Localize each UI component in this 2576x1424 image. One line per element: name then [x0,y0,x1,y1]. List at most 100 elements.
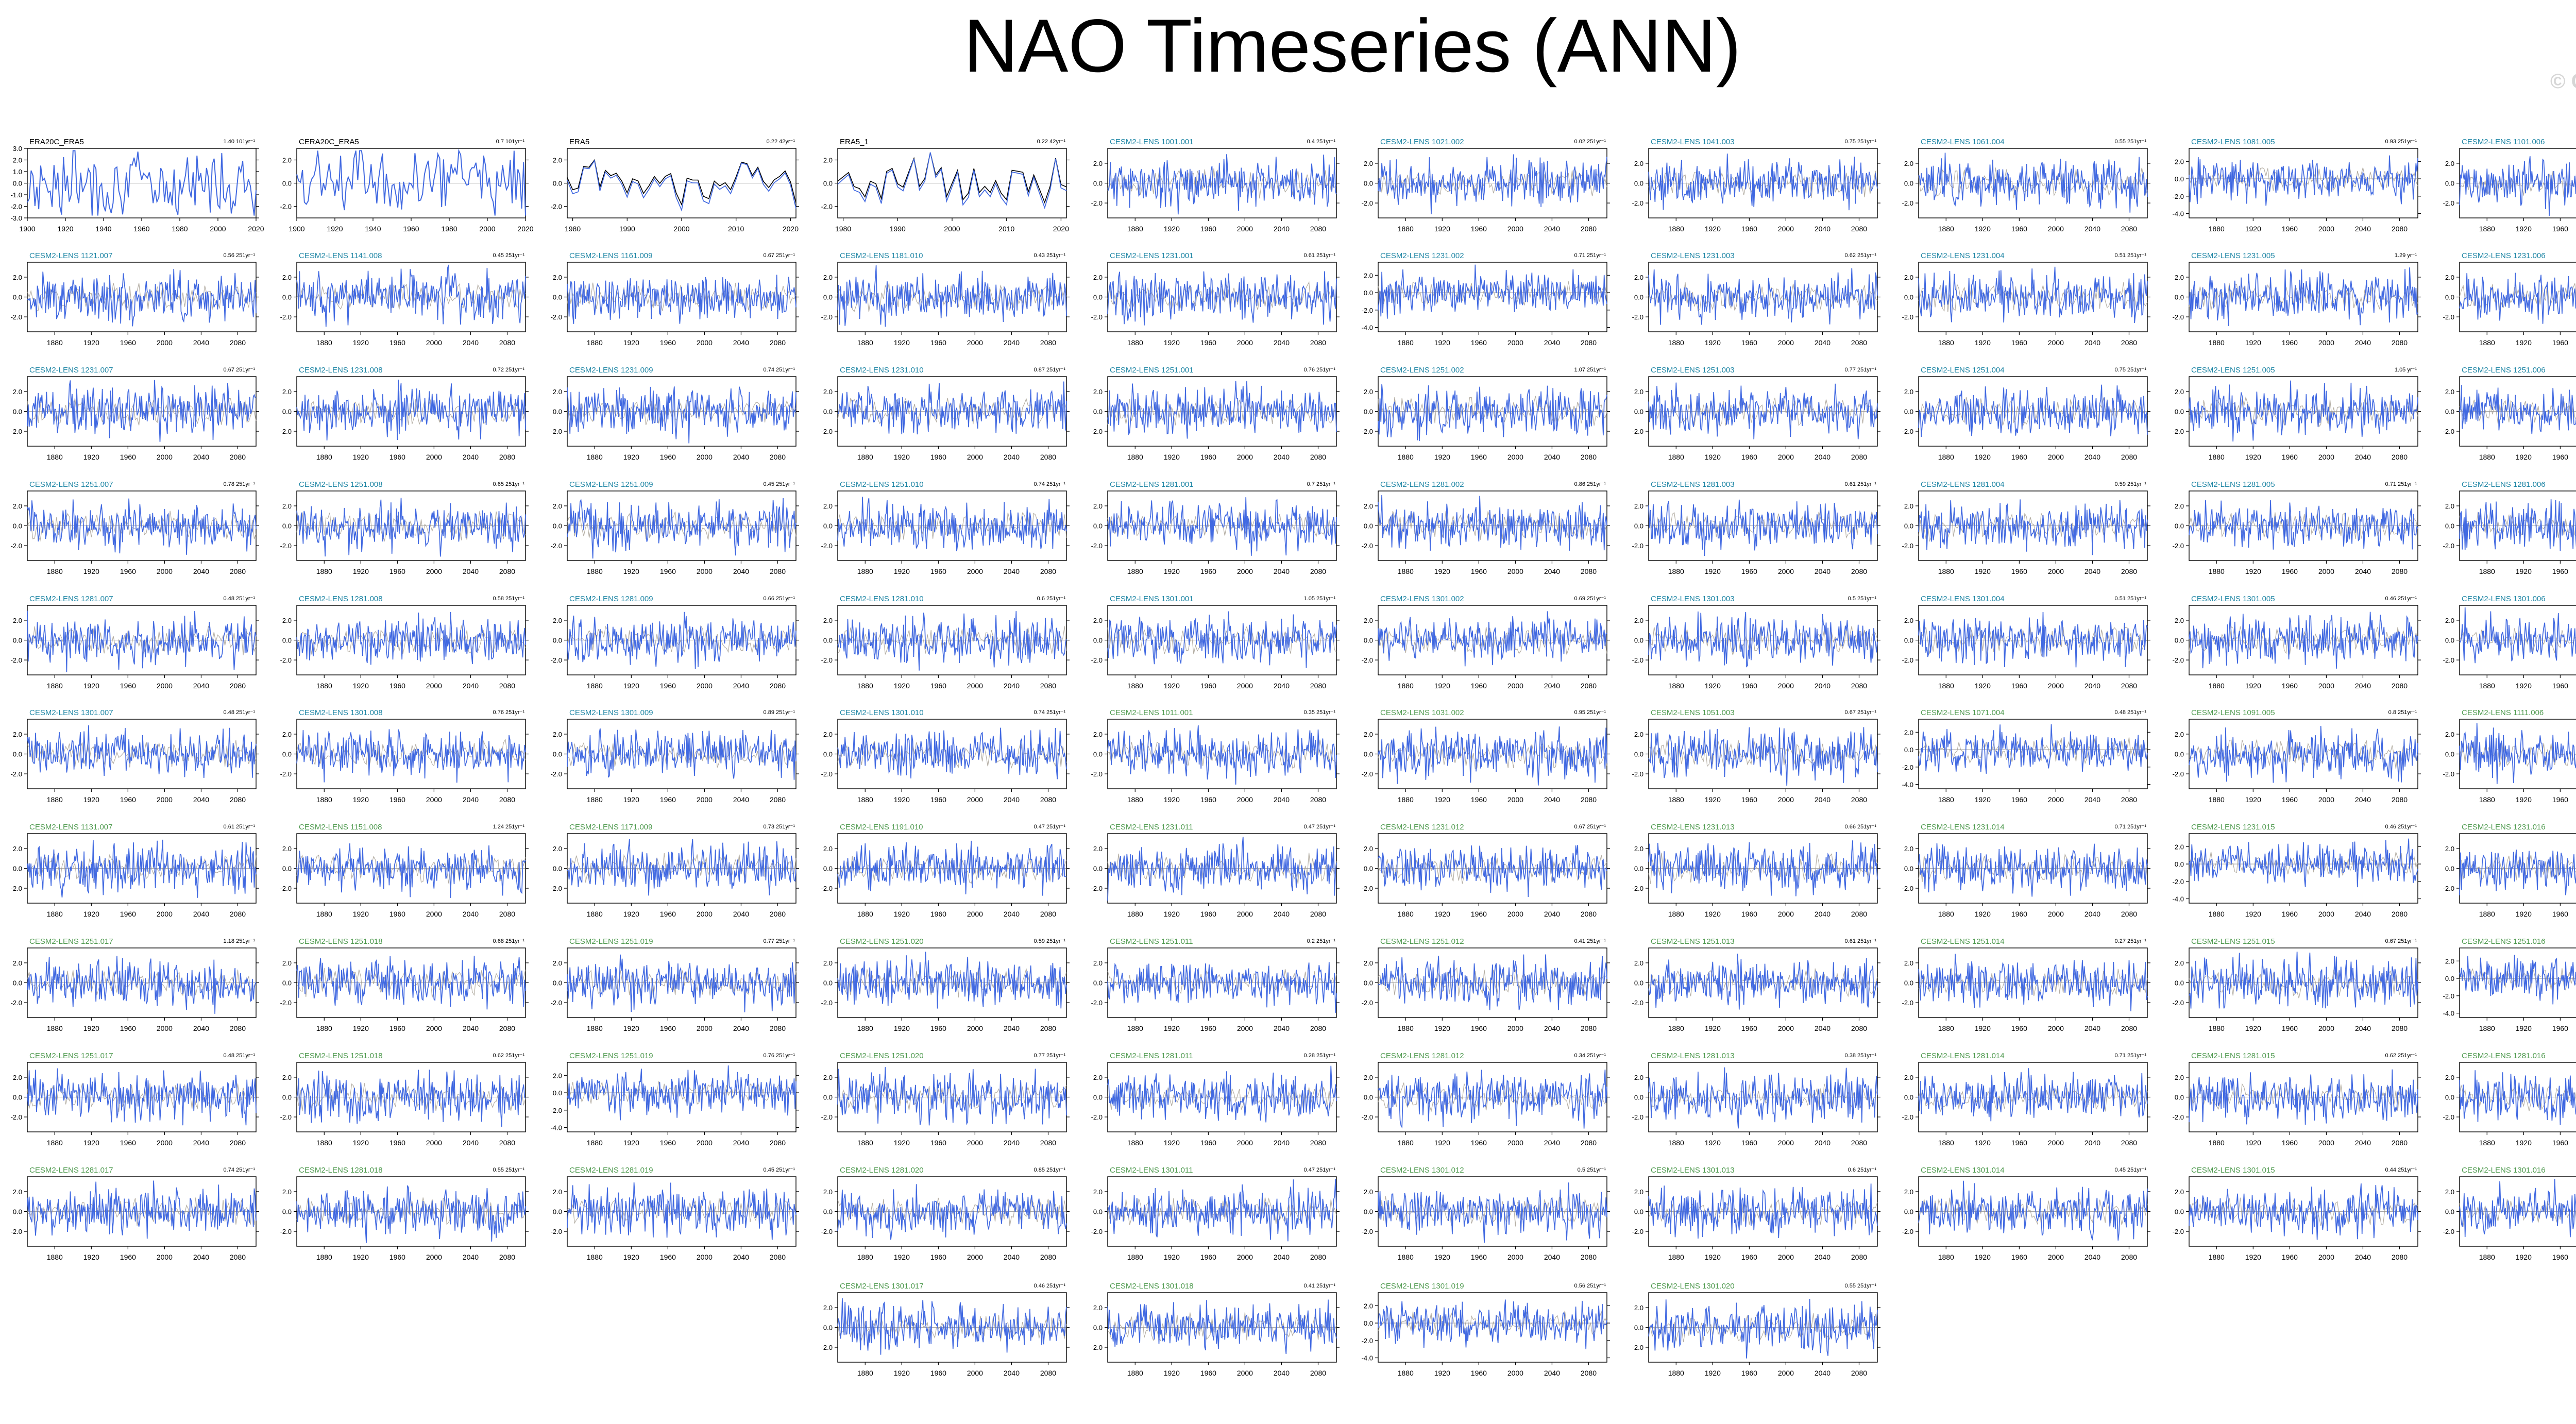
x-tick-label: 1880 [587,1139,603,1147]
x-tick-label: 1880 [1127,682,1143,690]
x-tick-label: 1960 [930,795,946,804]
y-tick-label: 2.0 [1634,1304,1643,1312]
x-tick-label: 2040 [2084,1024,2100,1032]
panel-label: CESM2-LENS 1281.013 [1651,1052,1735,1060]
x-tick-label: 1960 [2552,567,2568,575]
grey-companion-series [296,738,526,767]
y-tick-label: 0.0 [1093,180,1103,188]
y-tick-label: -4.0 [2173,210,2184,218]
x-tick-label: 2000 [673,225,689,233]
y-tick-label: -2.0 [1091,199,1103,207]
x-tick-label: 1960 [660,682,676,690]
nao-panel: CESM2-LENS 1281.005 0.71 251yr⁻¹ 1880 1920 1… [2173,480,2421,575]
x-tick-label: 1880 [1127,225,1143,233]
panel-label: CESM2-LENS 1281.016 [2462,1052,2546,1060]
panel-label: CESM2-LENS 1281.007 [29,595,113,603]
y-tick-label: 0.0 [13,408,22,416]
x-tick-label: 1920 [1705,1369,1721,1377]
x-tick-label: 1880 [1127,910,1143,918]
nao-panel: CESM2-LENS 1301.005 0.46 251yr⁻¹ 1880 1920 1… [2173,595,2421,690]
x-tick-label: 1880 [587,1253,603,1261]
panel-trend-label: 0.66 251yr⁻¹ [1845,824,1877,830]
panel-trend-label: 0.45 251yr⁻¹ [764,481,795,487]
x-tick-label: 2080 [2392,225,2408,233]
y-tick-label: -2.0 [1362,885,1373,892]
grey-companion-series [1918,512,2148,543]
panel-label: CESM2-LENS 1251.015 [2191,937,2275,946]
y-tick-label: -2.0 [1632,542,1643,550]
nao-series-line [1648,499,1878,556]
nao-panel: CESM2-LENS 1251.017 1.18 251yr⁻¹ 1880 1920 1… [11,937,259,1032]
nao-panel: CESM2-LENS 1251.012 0.41 251yr⁻¹ 1880 1920 1… [1362,937,1610,1032]
y-tick-label: -2.0 [1362,428,1373,435]
nao-series-line [296,498,526,557]
panel-label: CESM2-LENS 1011.001 [1110,708,1193,717]
nao-series-line [2189,838,2418,888]
y-tick-label: -4.0 [2173,895,2184,903]
nao-panel: CESM2-LENS 1251.004 0.75 251yr⁻¹ 1880 1920 1… [1902,366,2150,461]
x-tick-label: 2080 [1310,682,1326,690]
x-tick-label: 1960 [1741,682,1757,690]
x-tick-label: 2040 [1815,795,1831,804]
x-tick-label: 2000 [1507,453,1523,461]
y-tick-label: 2.0 [2445,160,2454,167]
grey-companion-series [837,396,1067,426]
x-tick-label: 1880 [2479,1253,2495,1261]
y-tick-label: 2.0 [13,388,22,396]
x-tick-label: 1920 [1975,795,1991,804]
panel-label: CESM2-LENS 1231.004 [1921,251,2005,260]
y-tick-label: 2.0 [13,845,22,853]
grey-companion-series [1648,625,1878,655]
x-tick-label: 2040 [2084,453,2100,461]
x-tick-label: 2000 [697,567,713,575]
panel-label: CESM2-LENS 1251.018 [299,1052,383,1060]
grey-companion-series [1378,170,1607,197]
x-tick-label: 2000 [1778,910,1794,918]
y-tick-label: -2.0 [1632,1228,1643,1235]
nao-panel: CESM2-LENS 1071.004 0.48 251yr⁻¹ 1880 1920 1… [1902,708,2150,804]
nao-panel: CESM2-LENS 1231.013 0.66 251yr⁻¹ 1880 1920 1… [1632,823,1880,918]
panel-label: CESM2-LENS 1281.010 [840,595,924,603]
x-tick-label: 2040 [1274,225,1290,233]
x-tick-label: 1920 [894,1253,910,1261]
panel-label: CESM2-LENS 1231.003 [1651,251,1735,260]
y-tick-label: -2.0 [1632,313,1643,321]
x-tick-label: 1960 [2282,338,2298,347]
nao-panel: CERA20C_ERA5 0.7 101yr⁻¹ 1900 1920 1940 1960 1… [280,138,534,233]
x-tick-label: 1880 [47,1024,63,1032]
y-tick-label: 1.0 [13,168,22,176]
y-tick-label: -2.0 [821,999,833,1007]
y-tick-label: 0.0 [282,1208,292,1216]
x-tick-label: 1960 [660,1253,676,1261]
nao-series-line [1107,154,1337,215]
panel-label: CESM2-LENS 1281.011 [1110,1052,1193,1060]
nao-series-line [296,729,526,783]
y-tick-label: 0.0 [2175,860,2184,868]
panel-label: CESM2-LENS 1231.007 [29,366,113,375]
nao-series-line [2189,1069,2418,1125]
x-tick-label: 2000 [1778,567,1794,575]
y-tick-label: 2.0 [282,502,292,510]
x-tick-label: 1880 [1938,795,1954,804]
panel-label: CESM2-LENS 1231.016 [2462,823,2546,832]
grey-companion-series [2459,739,2576,768]
nao-series-line [2459,607,2576,664]
y-tick-label: 0.0 [1093,751,1103,758]
x-tick-label: 2080 [1851,795,1867,804]
x-tick-label: 2080 [2392,1139,2408,1147]
nao-panel: CESM2-LENS 1251.008 0.65 251yr⁻¹ 1880 1920 1… [280,480,529,575]
x-tick-label: 1880 [2209,1253,2225,1261]
x-tick-label: 1920 [1975,1253,1991,1261]
x-tick-label: 2080 [230,1024,246,1032]
panel-label: CESM2-LENS 1071.004 [1921,708,2005,717]
x-tick-label: 2040 [1004,1369,1020,1377]
x-tick-label: 1960 [1471,1253,1487,1261]
panel-trend-label: 0.66 251yr⁻¹ [764,596,795,602]
nao-panel: CESM2-LENS 1081.005 0.93 251yr⁻¹ 1880 1920 1… [2173,138,2421,233]
x-tick-label: 2000 [1507,795,1523,804]
y-tick-label: 2.0 [823,617,833,624]
y-tick-label: 0.0 [2445,751,2454,758]
x-tick-label: 1920 [1434,1369,1450,1377]
nao-panel: ERA5 0.22 42yr⁻¹ 1980 1990 2000 2010 2020 2.0 0.… [551,138,799,233]
y-tick-label: -3.0 [11,214,22,222]
